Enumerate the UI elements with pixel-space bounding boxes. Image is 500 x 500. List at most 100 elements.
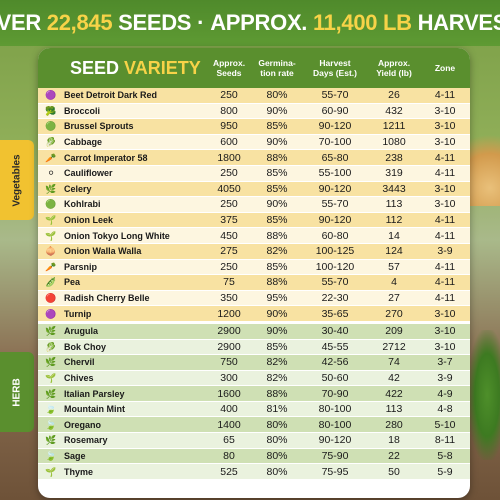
cell-variety: 🌱 Thyme bbox=[38, 467, 206, 477]
cell-seeds: 1800 bbox=[217, 151, 241, 164]
cell-germination: 85% bbox=[266, 120, 288, 133]
cell-seeds: 950 bbox=[220, 120, 238, 133]
cell-variety: 🌿 Celery bbox=[38, 184, 206, 194]
variety-name: Turnip bbox=[64, 308, 92, 319]
cell-germination: 82% bbox=[266, 245, 288, 258]
variety-name: Kohlrabi bbox=[64, 199, 101, 210]
table-row: 🌿 Celery 4050 85% 90-120 3443 3-10 bbox=[38, 181, 470, 198]
cell-variety: 🌿 Italian Parsley bbox=[38, 389, 206, 399]
banner-text-seeds: SEEDS bbox=[118, 10, 192, 35]
cell-variety: 🧅 Onion Walla Walla bbox=[38, 246, 206, 256]
cell-yield: 1211 bbox=[382, 120, 406, 133]
banner-seeds-count: 22,845 bbox=[46, 10, 113, 35]
cell-zone: 3-9 bbox=[437, 245, 453, 258]
cell-harvest-days: 35-65 bbox=[321, 307, 349, 320]
cell-harvest-days: 55-70 bbox=[321, 89, 349, 102]
cell-zone: 4-11 bbox=[434, 151, 456, 164]
cell-zone: 4-11 bbox=[434, 89, 456, 102]
cell-yield: 18 bbox=[388, 434, 400, 447]
cell-germination: 90% bbox=[266, 198, 288, 211]
variety-name: Italian Parsley bbox=[64, 388, 125, 399]
cell-harvest-days: 90-120 bbox=[318, 182, 352, 195]
cell-variety: 🥕 Parsnip bbox=[38, 262, 206, 272]
cell-zone: 5-9 bbox=[437, 465, 453, 478]
cell-germination: 80% bbox=[266, 418, 288, 431]
banner-text-approx: APPROX. bbox=[210, 10, 308, 35]
cell-seeds: 250 bbox=[220, 260, 238, 273]
table-row: 🍃 Mountain Mint 400 81% 80-100 113 4-8 bbox=[38, 401, 470, 418]
cell-zone: 3-10 bbox=[434, 120, 456, 133]
page-banner: OVER 22,845 SEEDS·APPROX. 11,400 LB HARV… bbox=[0, 0, 500, 46]
table-row: 🥦 Broccoli 800 90% 60-90 432 3-10 bbox=[38, 103, 470, 120]
cell-harvest-days: 100-120 bbox=[315, 260, 355, 273]
table-row: 🌿 Rosemary 65 80% 90-120 18 8-11 bbox=[38, 433, 470, 449]
cell-variety: 🌱 Onion Leek bbox=[38, 215, 206, 225]
seed-table: SEED VARIETY Approx. Seeds Germina- tion… bbox=[38, 48, 470, 498]
cell-seeds: 300 bbox=[220, 371, 238, 384]
cell-zone: 4-11 bbox=[434, 167, 456, 180]
section-divider bbox=[38, 321, 470, 324]
cell-zone: 5-10 bbox=[434, 418, 456, 431]
vegetable-icon: 🌿 bbox=[45, 357, 57, 368]
vegetable-icon: 🍃 bbox=[45, 450, 57, 461]
cell-germination: 88% bbox=[266, 229, 288, 242]
table-title-seed: SEED bbox=[70, 57, 120, 78]
vegetable-icon: 🌱 bbox=[45, 466, 57, 477]
banner-text-over: OVER bbox=[0, 10, 41, 35]
cell-yield: 280 bbox=[385, 418, 403, 431]
cell-yield: 319 bbox=[385, 167, 403, 180]
table-title: SEED VARIETY bbox=[38, 58, 206, 79]
cell-germination: 82% bbox=[266, 356, 288, 369]
variety-name: Oregano bbox=[64, 419, 102, 430]
col-header-harvest-days: Harvest Days (Est.) bbox=[313, 58, 357, 78]
vegetable-icon: 🔴 bbox=[45, 293, 57, 304]
cell-seeds: 250 bbox=[220, 89, 238, 102]
cell-yield: 50 bbox=[388, 465, 400, 478]
cell-harvest-days: 22-30 bbox=[321, 292, 349, 305]
table-row: 🟢 Kohlrabi 250 90% 55-70 113 3-10 bbox=[38, 197, 470, 213]
cell-germination: 90% bbox=[266, 136, 288, 149]
table-row: 🥬 Bok Choy 2900 85% 45-55 2712 3-10 bbox=[38, 339, 470, 356]
vegetable-icon: 🌿 bbox=[45, 435, 57, 446]
cell-variety: 🥦 Broccoli bbox=[38, 106, 206, 116]
table-row: 🌱 Chives 300 82% 50-60 42 3-9 bbox=[38, 370, 470, 387]
cell-variety: 🔴 Radish Cherry Belle bbox=[38, 293, 206, 303]
cell-seeds: 600 bbox=[220, 136, 238, 149]
cell-germination: 90% bbox=[266, 325, 288, 338]
variety-name: Chervil bbox=[64, 357, 95, 368]
cell-germination: 85% bbox=[266, 260, 288, 273]
cell-variety: 🌿 Arugula bbox=[38, 326, 206, 336]
table-row: 🫛 Pea 75 88% 55-70 4 4-11 bbox=[38, 275, 470, 291]
table-row: 🥬 Cabbage 600 90% 70-100 1080 3-10 bbox=[38, 134, 470, 151]
variety-name: Rosemary bbox=[64, 435, 108, 446]
col-header-zone: Zone bbox=[434, 63, 456, 73]
vegetable-icon: 🌿 bbox=[45, 388, 57, 399]
cell-zone: 3-10 bbox=[434, 182, 456, 195]
cell-seeds: 1200 bbox=[217, 307, 241, 320]
cell-harvest-days: 42-56 bbox=[321, 356, 349, 369]
cell-zone: 3-10 bbox=[434, 198, 456, 211]
cell-germination: 88% bbox=[266, 151, 288, 164]
cell-yield: 2712 bbox=[382, 340, 406, 353]
cell-yield: 4 bbox=[391, 276, 397, 289]
cell-harvest-days: 70-100 bbox=[318, 136, 352, 149]
cell-seeds: 2900 bbox=[217, 325, 241, 338]
variety-name: Brussel Sprouts bbox=[64, 121, 134, 132]
vegetable-icon: 🥕 bbox=[45, 152, 57, 163]
variety-name: Onion Tokyo Long White bbox=[64, 230, 170, 241]
banner-separator: · bbox=[197, 10, 205, 35]
cell-seeds: 80 bbox=[223, 449, 235, 462]
variety-name: Carrot Imperator 58 bbox=[64, 152, 148, 163]
col-header-seeds: Approx. Seeds bbox=[212, 58, 246, 78]
cell-yield: 432 bbox=[385, 104, 403, 117]
cell-variety: 🥕 Carrot Imperator 58 bbox=[38, 153, 206, 163]
vegetable-icon: 🥕 bbox=[45, 261, 57, 272]
vegetables-label-text: Vegetables bbox=[11, 153, 23, 207]
cell-variety: 🍃 Oregano bbox=[38, 420, 206, 430]
table-row: 🍃 Oregano 1400 80% 80-100 280 5-10 bbox=[38, 417, 470, 434]
cell-germination: 95% bbox=[266, 292, 288, 305]
cell-zone: 3-9 bbox=[437, 371, 453, 384]
cell-seeds: 350 bbox=[220, 292, 238, 305]
table-title-variety: VARIETY bbox=[124, 57, 201, 78]
table-row: 🍃 Sage 80 80% 75-90 22 5-8 bbox=[38, 448, 470, 465]
